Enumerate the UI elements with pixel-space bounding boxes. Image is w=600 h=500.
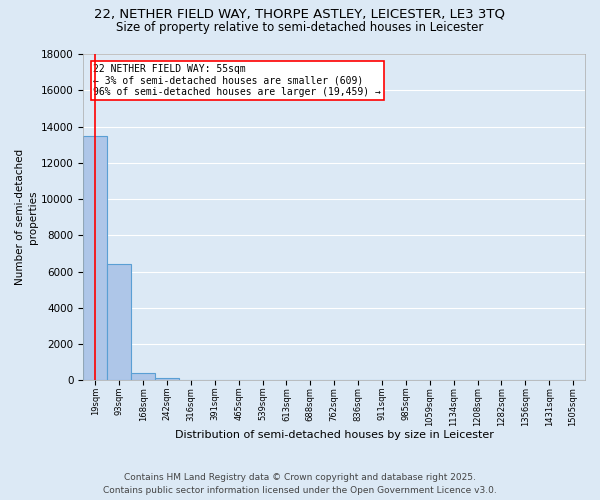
Bar — [107, 264, 131, 380]
Bar — [83, 136, 107, 380]
Bar — [155, 378, 179, 380]
Text: Contains HM Land Registry data © Crown copyright and database right 2025.
Contai: Contains HM Land Registry data © Crown c… — [103, 474, 497, 495]
Bar — [131, 373, 155, 380]
Y-axis label: Number of semi-detached
properties: Number of semi-detached properties — [15, 149, 38, 286]
Text: Size of property relative to semi-detached houses in Leicester: Size of property relative to semi-detach… — [116, 21, 484, 34]
Text: 22, NETHER FIELD WAY, THORPE ASTLEY, LEICESTER, LE3 3TQ: 22, NETHER FIELD WAY, THORPE ASTLEY, LEI… — [95, 8, 505, 20]
X-axis label: Distribution of semi-detached houses by size in Leicester: Distribution of semi-detached houses by … — [175, 430, 494, 440]
Text: 22 NETHER FIELD WAY: 55sqm
← 3% of semi-detached houses are smaller (609)
96% of: 22 NETHER FIELD WAY: 55sqm ← 3% of semi-… — [94, 64, 382, 97]
